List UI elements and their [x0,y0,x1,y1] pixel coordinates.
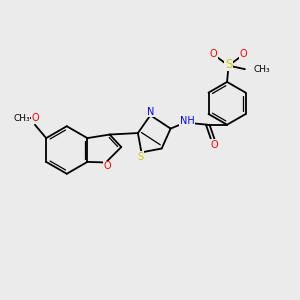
Text: O: O [210,49,218,59]
Text: NH: NH [180,116,194,126]
Text: O: O [31,113,39,123]
Text: O: O [103,161,111,171]
Text: S: S [225,58,232,70]
Text: O: O [240,49,247,59]
Text: S: S [137,152,143,162]
Text: CH₃: CH₃ [254,65,270,74]
Text: N: N [147,107,154,117]
Text: O: O [211,140,218,150]
Text: CH₃: CH₃ [13,114,30,123]
